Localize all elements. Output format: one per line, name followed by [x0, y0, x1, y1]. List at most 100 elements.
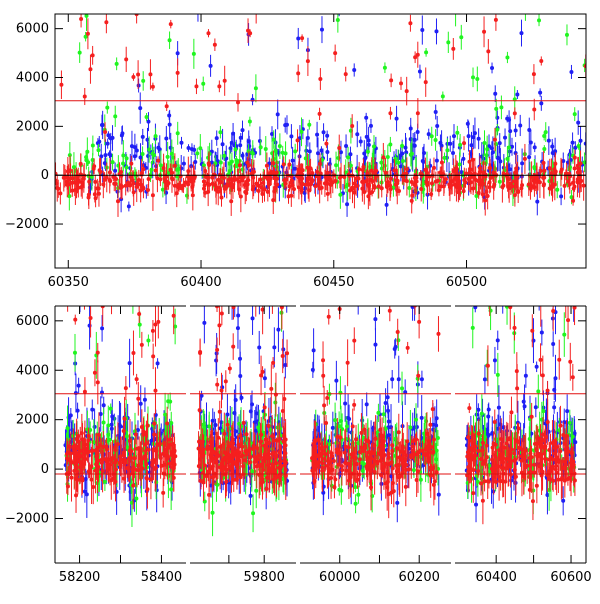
data-point [395, 188, 399, 192]
data-point [383, 66, 387, 70]
data-point [139, 402, 143, 406]
data-point [222, 154, 226, 158]
data-point [170, 171, 174, 175]
data-point [254, 489, 258, 493]
data-point [244, 452, 248, 456]
data-point [415, 425, 419, 429]
data-point [267, 424, 271, 428]
data-point [424, 50, 428, 54]
y-tick-label: 0 [41, 168, 49, 183]
data-point [220, 311, 224, 315]
panel-top-data [53, 0, 588, 217]
data-point [469, 143, 473, 147]
data-point [325, 150, 329, 154]
data-point [225, 184, 229, 188]
data-point [93, 371, 97, 375]
data-point [234, 398, 238, 402]
data-point [453, 183, 457, 187]
data-point [354, 183, 358, 187]
data-point [382, 412, 386, 416]
data-point [269, 387, 273, 391]
data-point [244, 191, 248, 195]
data-point [187, 146, 191, 150]
data-point [219, 160, 223, 164]
data-point [373, 470, 377, 474]
data-point [317, 181, 321, 185]
data-point [66, 183, 70, 187]
data-point [354, 502, 358, 506]
data-point [168, 38, 172, 42]
data-point [151, 354, 155, 358]
data-point [63, 176, 67, 180]
data-point [293, 149, 297, 153]
data-point [244, 182, 248, 186]
data-point [532, 108, 536, 112]
data-point [538, 91, 542, 95]
x-tick-label: 60350 [48, 275, 89, 290]
data-point [505, 173, 509, 177]
data-point [354, 456, 358, 460]
data-point [414, 418, 418, 422]
data-point [211, 419, 215, 423]
data-point [156, 159, 160, 163]
data-point [149, 477, 153, 481]
data-point [66, 426, 70, 430]
data-point [495, 128, 499, 132]
data-point [228, 367, 232, 371]
data-point [96, 380, 100, 384]
data-point [274, 454, 278, 458]
data-point [482, 141, 486, 145]
data-point [123, 417, 127, 421]
data-point [151, 85, 155, 89]
data-point [146, 338, 150, 342]
data-point [430, 134, 434, 138]
data-point [500, 185, 504, 189]
data-point [219, 196, 223, 200]
data-point [80, 431, 84, 435]
data-point [266, 442, 270, 446]
data-point [273, 400, 277, 404]
data-point [508, 129, 512, 133]
data-point [389, 187, 393, 191]
data-point [231, 345, 235, 349]
data-point [90, 449, 94, 453]
data-point [75, 181, 79, 185]
data-point [131, 351, 135, 355]
data-point [145, 282, 149, 286]
data-point [461, 157, 465, 161]
data-point [202, 321, 206, 325]
data-point [100, 123, 104, 127]
data-point [538, 180, 542, 184]
data-point [272, 157, 276, 161]
data-point [272, 137, 276, 141]
data-point [146, 120, 150, 124]
data-point [159, 286, 163, 290]
data-point [233, 164, 237, 168]
data-point [336, 18, 340, 22]
data-point [345, 202, 349, 206]
data-point [239, 425, 243, 429]
data-point [125, 434, 129, 438]
data-point [207, 493, 211, 497]
data-point [458, 143, 462, 147]
y-tick-label: 4000 [16, 71, 49, 86]
data-point [203, 191, 207, 195]
data-point [455, 131, 459, 135]
data-point [68, 168, 72, 172]
data-point [375, 287, 379, 291]
data-point [156, 146, 160, 150]
segment-data [310, 254, 441, 522]
data-point [326, 192, 330, 196]
data-point [125, 156, 129, 160]
data-point [134, 174, 138, 178]
data-point [145, 487, 149, 491]
data-point [153, 389, 157, 393]
data-point [365, 402, 369, 406]
data-point [389, 78, 393, 82]
data-point [324, 142, 328, 146]
data-point [91, 144, 95, 148]
data-point [579, 139, 583, 143]
data-point [360, 187, 364, 191]
data-point [164, 137, 168, 141]
data-point [108, 170, 112, 174]
